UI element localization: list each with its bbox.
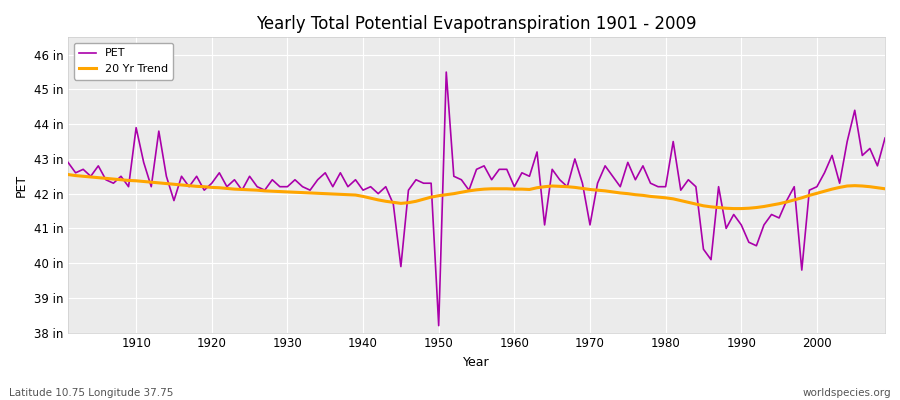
Legend: PET, 20 Yr Trend: PET, 20 Yr Trend bbox=[74, 43, 174, 80]
PET bbox=[335, 170, 346, 175]
20 Yr Trend bbox=[879, 186, 890, 191]
20 Yr Trend bbox=[290, 190, 301, 195]
Line: PET: PET bbox=[68, 72, 885, 326]
Line: 20 Yr Trend: 20 Yr Trend bbox=[68, 174, 885, 208]
PET bbox=[517, 170, 527, 175]
20 Yr Trend bbox=[728, 206, 739, 211]
Title: Yearly Total Potential Evapotranspiration 1901 - 2009: Yearly Total Potential Evapotranspiratio… bbox=[256, 15, 697, 33]
20 Yr Trend bbox=[508, 187, 519, 192]
X-axis label: Year: Year bbox=[464, 356, 490, 369]
PET bbox=[290, 177, 301, 182]
PET bbox=[615, 184, 626, 189]
20 Yr Trend bbox=[501, 186, 512, 191]
20 Yr Trend bbox=[335, 192, 346, 197]
PET bbox=[123, 184, 134, 189]
Text: worldspecies.org: worldspecies.org bbox=[803, 388, 891, 398]
20 Yr Trend bbox=[123, 178, 134, 183]
PET bbox=[441, 70, 452, 74]
PET bbox=[524, 174, 535, 179]
20 Yr Trend bbox=[63, 172, 74, 177]
PET bbox=[879, 136, 890, 140]
Text: Latitude 10.75 Longitude 37.75: Latitude 10.75 Longitude 37.75 bbox=[9, 388, 174, 398]
PET bbox=[433, 323, 444, 328]
20 Yr Trend bbox=[599, 188, 610, 193]
Y-axis label: PET: PET bbox=[15, 173, 28, 196]
PET bbox=[63, 160, 74, 165]
